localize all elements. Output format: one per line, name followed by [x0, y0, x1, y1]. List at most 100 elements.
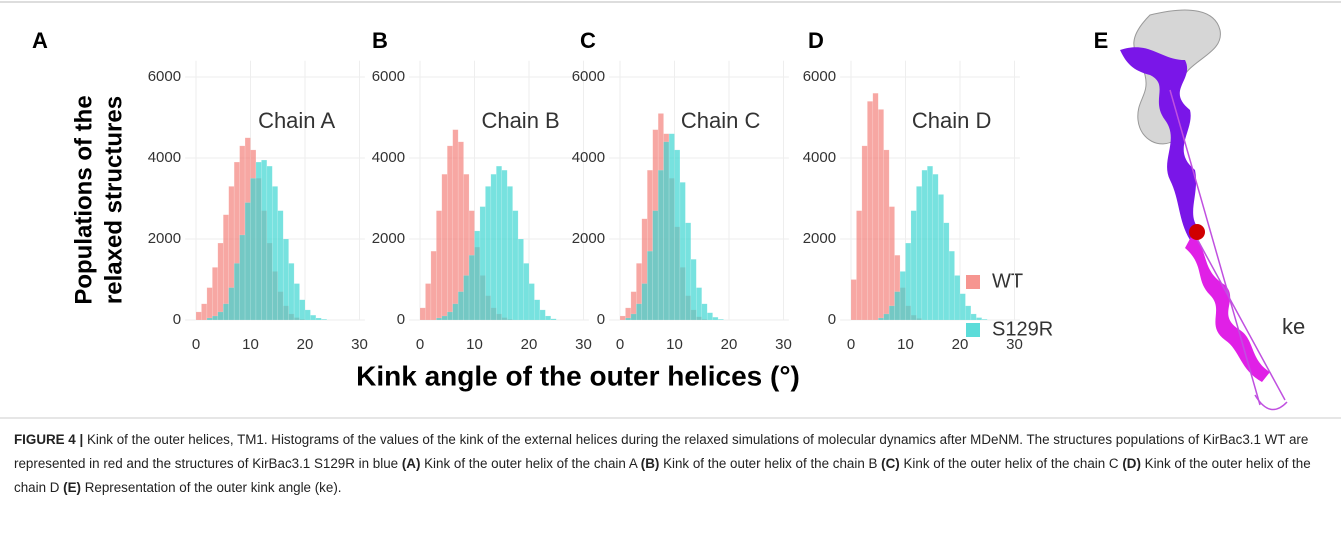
bar — [217, 242, 224, 321]
caption: FIGURE 4 | Kink of the outer helices, TM… — [14, 428, 1314, 500]
bar — [233, 263, 240, 321]
x-tick-label: 10 — [466, 336, 483, 353]
chart: 0 2000 4000 6000 0 10 20 30 Chain C — [572, 60, 792, 353]
caption-text: (D) — [1122, 456, 1141, 471]
bar — [239, 234, 246, 321]
bar — [690, 259, 697, 321]
chart: 0 2000 4000 6000 0 10 20 30 Chain A — [148, 60, 368, 353]
chart-title: Chain C — [681, 108, 761, 133]
bar — [652, 210, 659, 321]
y-tick-label: 2000 — [148, 230, 181, 247]
legend-label: S129R — [992, 318, 1053, 340]
bar — [878, 317, 884, 321]
y-tick-label: 6000 — [572, 68, 605, 85]
bar — [528, 283, 535, 321]
bar — [212, 315, 219, 321]
bar — [948, 250, 955, 321]
bar — [523, 263, 530, 321]
y-tick-label: 2000 — [372, 230, 405, 247]
y-tick-label: 0 — [597, 311, 605, 328]
bar — [937, 194, 944, 321]
bar — [663, 141, 670, 321]
structure-label: ke — [1282, 314, 1305, 339]
caption-text: FIGURE 4 | — [14, 432, 84, 447]
bar — [550, 318, 557, 321]
bar — [861, 145, 868, 321]
bar — [894, 291, 901, 321]
y-tick-label: 0 — [173, 311, 181, 328]
bar — [447, 145, 453, 321]
bar — [696, 287, 702, 321]
x-tick-label: 30 — [775, 336, 792, 353]
bar — [244, 202, 251, 321]
bar — [293, 283, 300, 321]
bar — [888, 305, 895, 321]
bar — [706, 312, 713, 321]
bar — [712, 316, 719, 321]
structure-image: ke — [1120, 9, 1305, 411]
helix-purple — [1120, 47, 1200, 241]
bar — [679, 182, 686, 321]
y-tick-label: 0 — [397, 311, 405, 328]
bar — [430, 250, 437, 321]
legend-swatch — [966, 323, 980, 337]
chart: 0 2000 4000 6000 0 10 20 30 Chain B — [372, 60, 592, 353]
bar — [932, 173, 939, 321]
helix-magenta — [1185, 235, 1270, 382]
caption-text: Kink of the outer helices, TM1. Histogra… — [14, 432, 1309, 471]
y-tick-label: 4000 — [572, 149, 605, 166]
angle-arc — [1254, 394, 1288, 411]
bar — [277, 210, 284, 321]
caption-text: Representation of the outer kink angle (… — [80, 480, 342, 495]
bar — [959, 293, 966, 321]
y-tick-label: 4000 — [803, 149, 836, 166]
bar — [921, 169, 928, 321]
bar — [850, 279, 857, 321]
kink-axis — [1194, 234, 1286, 401]
bar — [970, 313, 977, 321]
bar — [201, 303, 208, 321]
bar — [463, 275, 470, 321]
y-tick-label: 4000 — [372, 149, 405, 166]
legend-swatch — [966, 275, 980, 289]
bar — [668, 133, 675, 321]
bar — [625, 317, 632, 321]
bar — [506, 186, 513, 321]
bar — [641, 283, 648, 321]
bar — [479, 206, 486, 321]
bar — [501, 169, 508, 321]
panel-label: B — [372, 28, 388, 53]
bar — [206, 287, 213, 321]
bar — [261, 159, 268, 321]
bar — [872, 92, 879, 321]
bar — [965, 305, 972, 321]
x-tick-label: 30 — [1006, 336, 1023, 353]
bar — [512, 210, 519, 321]
x-tick-label: 0 — [847, 336, 855, 353]
caption-text: (C) — [881, 456, 900, 471]
x-tick-label: 30 — [351, 336, 368, 353]
bar — [457, 291, 464, 321]
bar — [441, 173, 448, 321]
bar — [452, 129, 459, 321]
x-tick-label: 10 — [666, 336, 683, 353]
bar — [266, 165, 273, 321]
caption-text: (B) — [640, 456, 660, 471]
x-tick-label: 10 — [242, 336, 259, 353]
chart: 0 2000 4000 6000 0 10 20 30 Chain D — [803, 60, 1023, 353]
y-tick-label: 4000 — [148, 149, 181, 166]
bar — [916, 186, 923, 321]
legend-label: WT — [992, 270, 1023, 292]
bar — [545, 315, 552, 321]
bar — [468, 254, 475, 321]
bar — [701, 303, 708, 321]
bar — [657, 169, 664, 321]
bar — [883, 149, 890, 321]
y-axis-label: Populations of the — [70, 95, 97, 304]
x-tick-label: 10 — [897, 336, 914, 353]
bar — [976, 317, 983, 321]
y-tick-label: 2000 — [572, 230, 605, 247]
y-tick-label: 2000 — [803, 230, 836, 247]
kink-point — [1189, 224, 1205, 240]
bar — [954, 275, 961, 321]
